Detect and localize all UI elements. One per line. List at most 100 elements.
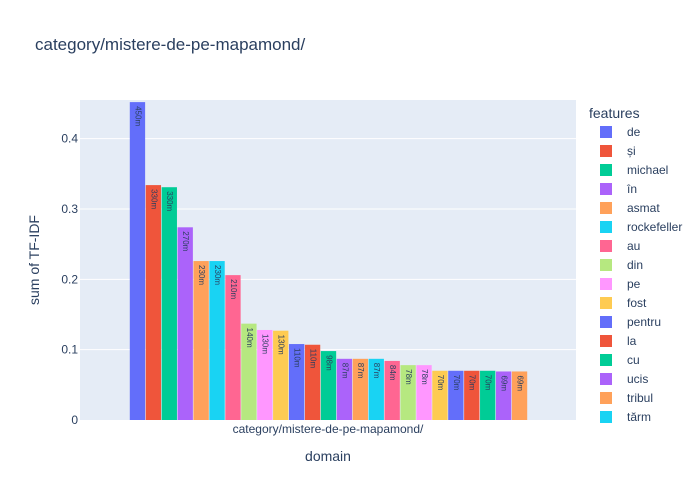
legend-label: au: [627, 239, 640, 253]
bar-data-label: 87m: [356, 363, 365, 379]
legend-label: fost: [627, 296, 647, 310]
bar: [352, 358, 368, 420]
bar-data-label: 87m: [372, 363, 381, 379]
legend-item[interactable]: au: [600, 239, 640, 253]
legend-item[interactable]: tribul: [600, 391, 653, 405]
bar-data-label: 69m: [515, 375, 524, 391]
legend-label: tribul: [627, 391, 653, 405]
bar: [336, 358, 353, 420]
legend-label: rockefeller: [627, 220, 682, 234]
bar: [177, 227, 193, 420]
bar: [448, 370, 464, 420]
bar-data-label: 110m: [293, 348, 302, 368]
legend-swatch: [600, 411, 612, 423]
bar: [304, 344, 321, 420]
bar-data-label: 78m: [420, 369, 429, 385]
legend-item[interactable]: fost: [600, 296, 647, 310]
legend-item[interactable]: de: [600, 125, 641, 139]
bar-data-label: 84m: [388, 365, 397, 381]
bar-data-label: 78m: [404, 369, 413, 385]
bar-data-label: 130m: [261, 334, 270, 354]
bar: [241, 323, 257, 420]
bar-data-label: 230m: [213, 265, 222, 285]
legend-swatch: [600, 183, 612, 195]
legend-item[interactable]: pentru: [600, 315, 661, 329]
bar-data-label: 230m: [197, 265, 206, 285]
legend-label: pe: [627, 277, 641, 291]
bar-data-label: 210m: [229, 279, 238, 299]
legend-item[interactable]: michael: [600, 163, 668, 177]
legend-label: în: [626, 182, 637, 196]
bar: [161, 187, 177, 420]
legend-swatch: [600, 316, 612, 328]
legend-item[interactable]: ucis: [600, 372, 648, 386]
y-tick-label: 0.4: [61, 132, 78, 146]
legend-item[interactable]: la: [600, 334, 637, 348]
bar: [511, 371, 528, 420]
bar: [480, 370, 496, 420]
legend-item[interactable]: în: [600, 182, 637, 196]
legend-swatch: [600, 221, 612, 233]
legend-swatch: [600, 145, 612, 157]
bar: [495, 371, 512, 420]
legend-item[interactable]: pe: [600, 277, 641, 291]
bar-data-label: 69m: [500, 375, 509, 391]
bar-data-label: 270m: [181, 231, 190, 251]
legend-label: ucis: [627, 372, 648, 386]
bar: [320, 351, 337, 420]
bar: [193, 261, 209, 420]
legend-item[interactable]: tărm: [600, 410, 651, 424]
bars: [129, 102, 528, 420]
legend-title: features: [589, 105, 640, 121]
legend-item[interactable]: cu: [600, 353, 640, 367]
bar-data-label: 70m: [436, 375, 445, 391]
y-tick-label: 0: [71, 413, 78, 427]
legend-swatch: [600, 259, 612, 271]
legend-item[interactable]: din: [600, 258, 643, 272]
legend-item[interactable]: și: [600, 144, 636, 158]
bar-labels: 450m 330m 330m 270m 230m 230m 210m 140m 130m 130m…: [133, 106, 524, 391]
bar: [368, 358, 384, 420]
bar: [416, 365, 432, 420]
x-tick-label: category/mistere-de-pe-mapamond/: [233, 422, 424, 436]
y-axis-title: sum of TF-IDF: [26, 215, 42, 305]
bar: [273, 330, 289, 420]
legend-swatch: [600, 202, 612, 214]
legend-label: cu: [627, 353, 640, 367]
legend-swatch: [600, 240, 612, 252]
bar: [432, 370, 448, 420]
bar-data-label: 140m: [245, 328, 254, 348]
legend-label: la: [627, 334, 637, 348]
legend-label: din: [627, 258, 643, 272]
bar: [209, 261, 225, 420]
legend-swatch: [600, 373, 612, 385]
y-axis-ticks: 0 0.1 0.2 0.3 0.4: [61, 132, 78, 427]
legend-swatch: [600, 354, 612, 366]
legend-swatch: [600, 164, 612, 176]
legend-swatch: [600, 126, 612, 138]
bar-data-label: 450m: [133, 106, 142, 126]
bar-data-label: 98m: [324, 355, 333, 371]
y-tick-label: 0.1: [61, 343, 78, 357]
y-tick-label: 0.3: [61, 202, 78, 216]
x-axis-title: domain: [305, 448, 351, 464]
legend-swatch: [600, 335, 612, 347]
bar: [464, 370, 480, 420]
bar-data-label: 330m: [165, 191, 174, 211]
bar-data-label: 70m: [452, 375, 461, 391]
legend-item[interactable]: asmat: [600, 201, 660, 215]
bar-data-label: 87m: [340, 363, 349, 379]
bar-data-label: 130m: [277, 335, 286, 355]
legend-label: tărm: [627, 410, 651, 424]
legend-label: michael: [627, 163, 668, 177]
legend-item[interactable]: rockefeller: [600, 220, 682, 234]
chart-title: category/mistere-de-pe-mapamond/: [35, 35, 306, 54]
bar: [289, 344, 305, 420]
legend-label: de: [627, 125, 641, 139]
bar: [225, 275, 241, 420]
bar: [400, 365, 416, 420]
bar-data-label: 70m: [468, 375, 477, 391]
bar: [384, 360, 400, 420]
bar: [257, 329, 273, 420]
